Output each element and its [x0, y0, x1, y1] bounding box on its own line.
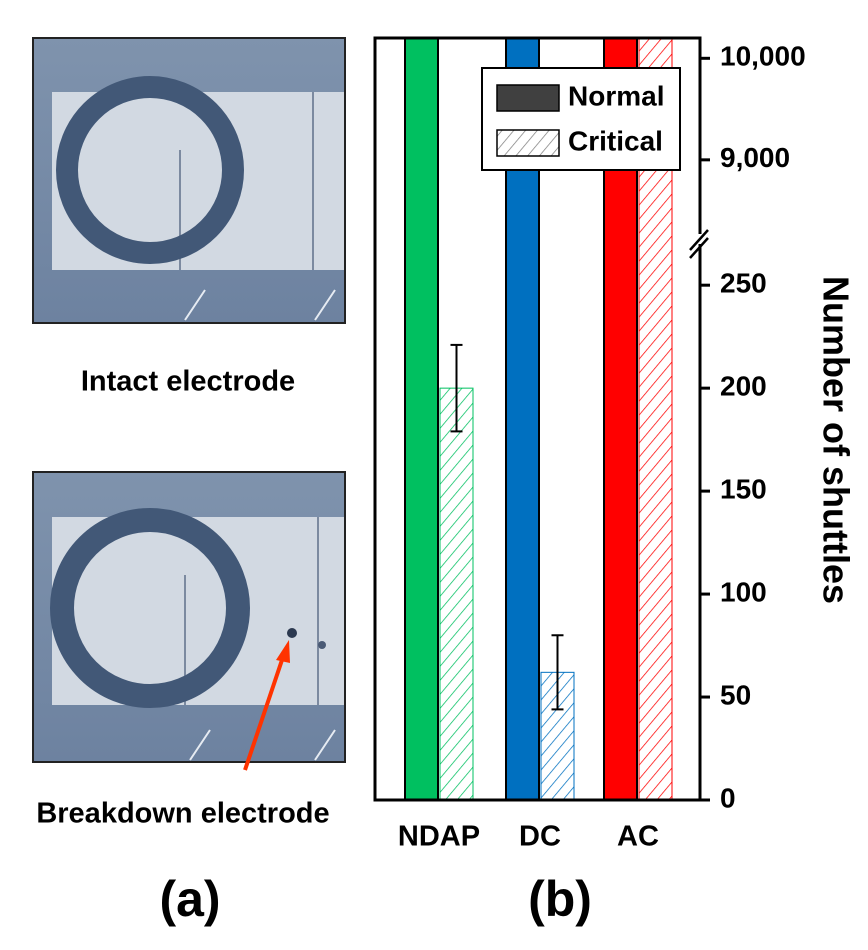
photo-intact [33, 38, 345, 323]
figure: Intact electrode Breakdown electrode (a)… [0, 0, 868, 945]
bar [405, 38, 438, 800]
caption: Intact electrode [81, 366, 295, 398]
x-tick-label: DC [519, 821, 561, 853]
y-tick-label: 9,000 [720, 142, 790, 173]
legend-swatch [497, 85, 559, 111]
y-tick-label: 200 [720, 371, 767, 402]
y-tick-label: 0 [720, 782, 736, 813]
legend: Normal Critical [482, 68, 680, 170]
y-axis-title: Number of shuttles [815, 276, 856, 604]
panel-label: (a) [159, 871, 220, 927]
y-tick-label: 100 [720, 576, 767, 607]
x-tick-label: NDAP [398, 821, 480, 853]
y-tick-label: 10,000 [720, 41, 806, 72]
x-tick-label: AC [617, 821, 659, 853]
bar [440, 388, 473, 800]
legend-swatch [497, 130, 559, 156]
legend-label: Normal [568, 80, 664, 111]
photo-breakdown [33, 472, 345, 770]
panel-label: (b) [528, 871, 592, 927]
y-tick-label: 150 [720, 474, 767, 505]
legend-label: Critical [568, 125, 663, 156]
y-tick-label: 50 [720, 679, 751, 710]
y-tick-label: 250 [720, 268, 767, 299]
caption: Breakdown electrode [36, 798, 329, 830]
